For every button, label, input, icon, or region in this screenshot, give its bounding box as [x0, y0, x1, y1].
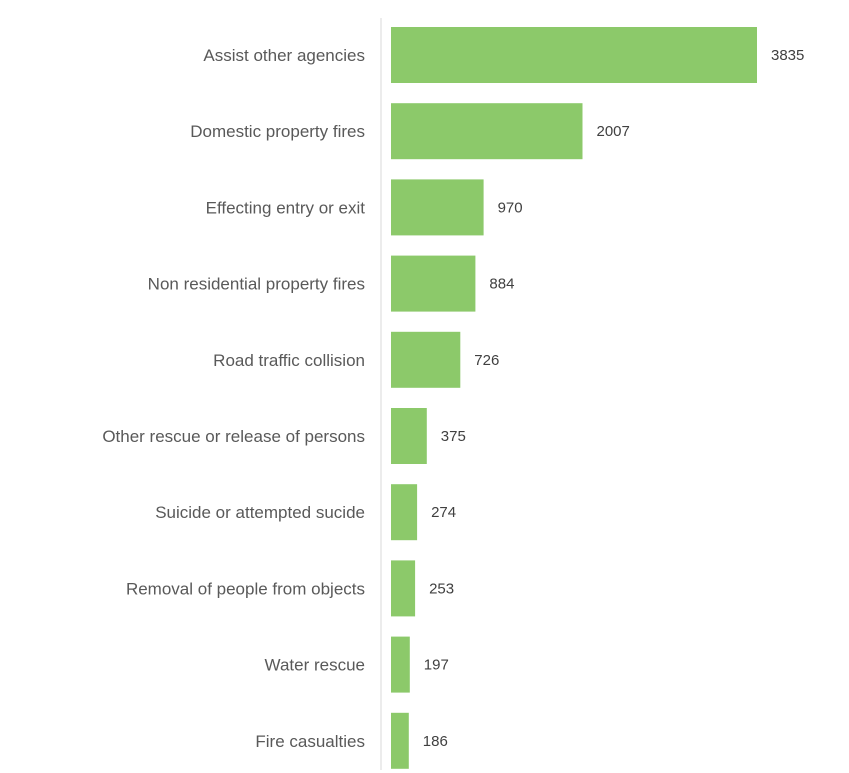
category-label: Other rescue or release of persons	[102, 427, 365, 446]
data-labels-group: 3835 2007 970 884 726 375 274 253 197 186	[423, 47, 805, 750]
bar	[391, 103, 583, 160]
bar	[391, 636, 410, 693]
category-label: Assist other agencies	[203, 46, 365, 65]
bar	[391, 712, 409, 769]
bar	[391, 27, 757, 83]
category-label: Water rescue	[265, 656, 365, 675]
bar	[391, 408, 427, 464]
bars-group	[391, 27, 757, 769]
data-label: 726	[474, 352, 499, 369]
data-label: 2007	[597, 123, 630, 140]
bar	[391, 255, 476, 312]
data-label: 197	[424, 657, 449, 674]
category-label: Effecting entry or exit	[206, 198, 366, 217]
category-label: Suicide or attempted sucide	[155, 503, 365, 522]
category-label: Domestic property fires	[190, 122, 365, 141]
bar	[391, 179, 484, 236]
category-labels-group: Assist other agencies Domestic property f…	[102, 46, 365, 751]
data-label: 375	[441, 428, 466, 445]
category-label: Removal of people from objects	[126, 579, 365, 598]
data-label: 186	[423, 733, 448, 750]
data-label: 3835	[771, 47, 804, 64]
bar	[391, 560, 416, 617]
category-label: Non residential property fires	[148, 275, 365, 294]
bar	[391, 484, 418, 541]
bar	[391, 331, 461, 388]
category-label: Road traffic collision	[213, 351, 365, 370]
data-label: 253	[429, 580, 454, 597]
data-label: 274	[431, 504, 456, 521]
category-label: Fire casualties	[255, 732, 365, 751]
data-label: 970	[498, 199, 523, 216]
data-label: 884	[489, 276, 514, 293]
